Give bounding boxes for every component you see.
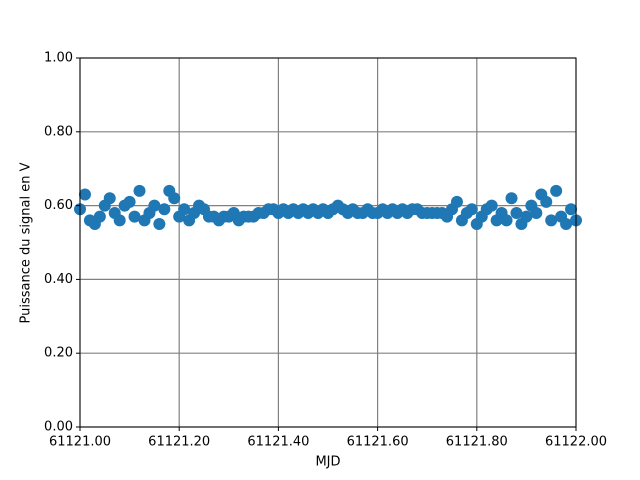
point	[510, 206, 523, 219]
ticks: 61121.00 61121.20 61121.40 61121.60 61121.80…	[44, 51, 607, 450]
y-tick-label: 0.40	[44, 272, 73, 287]
x-tick-label: 61121.00	[49, 435, 111, 450]
point	[133, 184, 146, 197]
point	[540, 195, 553, 208]
grid	[79, 57, 577, 428]
x-tick-label: 61121.40	[247, 435, 309, 450]
point	[520, 210, 533, 223]
point	[530, 206, 543, 219]
point	[128, 210, 141, 223]
point	[485, 199, 498, 212]
y-tick-label: 0.20	[44, 346, 73, 361]
point	[500, 214, 513, 227]
point	[178, 203, 191, 216]
point	[78, 188, 91, 201]
x-tick-label: 61121.80	[446, 435, 508, 450]
point	[450, 195, 463, 208]
y-tick-label: 0.80	[44, 124, 73, 139]
point	[465, 203, 478, 216]
x-axis-label: MJD	[315, 455, 340, 470]
x-tick-label: 61121.60	[347, 435, 409, 450]
point	[103, 192, 116, 205]
y-tick-label: 1.00	[44, 51, 73, 66]
points	[74, 184, 582, 231]
point	[565, 203, 578, 216]
y-tick-label: 0.60	[44, 198, 73, 213]
point	[505, 192, 518, 205]
y-axis-label: Puissance du signal en V	[19, 162, 34, 323]
point	[113, 214, 126, 227]
point	[123, 195, 136, 208]
point	[550, 184, 563, 197]
point	[560, 218, 573, 231]
point	[158, 203, 171, 216]
y-tick-label: 0.00	[44, 420, 73, 435]
axes-frame	[79, 57, 577, 428]
x-tick-label: 61121.20	[148, 435, 210, 450]
point	[93, 210, 106, 223]
point	[168, 192, 181, 205]
point	[545, 214, 558, 227]
x-tick-label: 61122.00	[545, 435, 607, 450]
point	[153, 218, 166, 231]
point	[148, 199, 161, 212]
